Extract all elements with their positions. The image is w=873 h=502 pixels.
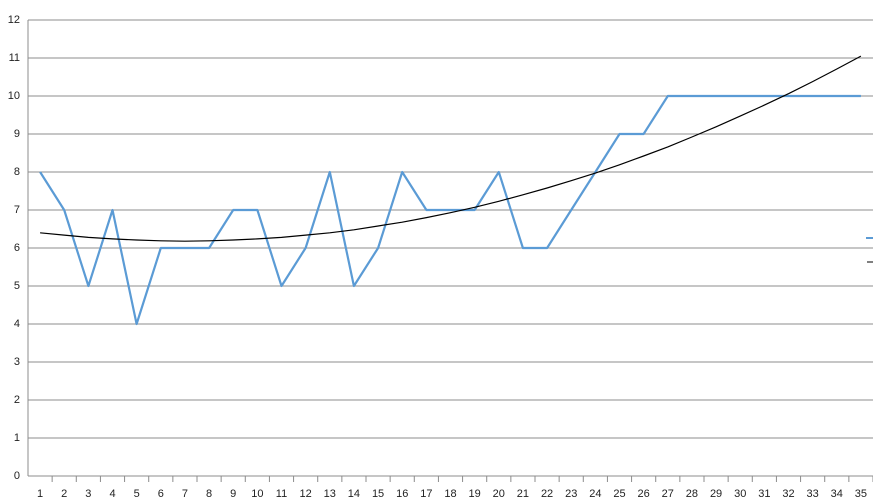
series-line [39,94,861,326]
x-tick-label: 8 [206,488,212,500]
y-tick-label: 0 [14,470,20,482]
series-line [40,55,862,242]
x-tick-label: 27 [662,488,674,500]
x-tick-label: 28 [686,488,698,500]
x-tick-label: 3 [85,488,91,500]
y-tick-label: 5 [14,280,20,292]
x-tick-label: 21 [517,488,529,500]
x-tick-label: 16 [396,488,408,500]
x-tick-label: 23 [565,488,577,500]
x-tick-label: 19 [469,488,481,500]
x-tick-label: 11 [276,488,287,500]
x-tick-label: 32 [782,488,794,500]
x-tick-label: 26 [638,488,650,500]
x-tick-label: 29 [710,488,722,500]
y-tick-label: 8 [14,166,20,178]
y-tick-label: 9 [14,128,20,140]
x-tick-label: 35 [855,488,867,500]
x-tick-label: 5 [134,488,140,500]
x-tick-label: 1 [37,488,43,500]
y-tick-label: 1 [14,432,20,444]
x-tick-label: 4 [109,488,115,500]
x-tick-label: 10 [251,488,263,500]
y-tick-label: 4 [14,318,20,330]
y-tick-label: 12 [8,14,20,26]
x-tick-label: 22 [541,488,553,500]
x-tick-label: 30 [734,488,746,500]
y-tick-label: 3 [14,356,20,368]
y-tick-label: 6 [14,242,20,254]
x-tick-label: 14 [348,488,360,500]
x-tick-label: 15 [372,488,384,500]
x-tick-label: 12 [300,488,312,500]
x-tick-label: 13 [324,488,336,500]
x-tick-label: 31 [758,488,770,500]
x-tick-label: 34 [831,488,843,500]
x-tick-label: 18 [444,488,456,500]
x-tick-label: 7 [182,488,188,500]
x-tick-label: 6 [158,488,164,500]
y-tick-label: 10 [8,90,20,102]
y-tick-label: 2 [14,394,20,406]
x-tick-label: 25 [613,488,625,500]
x-tick-label: 9 [230,488,236,500]
x-tick-label: 24 [589,488,601,500]
y-tick-label: 11 [9,52,20,64]
x-tick-label: 2 [61,488,67,500]
y-tick-label: 7 [14,204,20,216]
x-tick-label: 20 [493,488,505,500]
x-tick-label: 17 [420,488,432,500]
x-tick-label: 33 [807,488,819,500]
